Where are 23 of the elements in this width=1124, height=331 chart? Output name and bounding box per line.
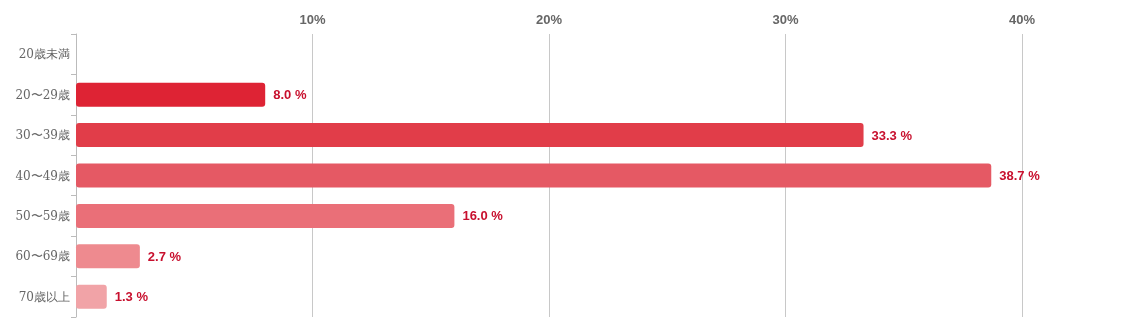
y-tick-label: 20歳未満 xyxy=(18,47,70,62)
data-label: 1.3 % xyxy=(114,289,149,305)
x-tick-label: 40% xyxy=(1008,12,1036,27)
bar xyxy=(76,203,455,228)
data-label: 8.0 % xyxy=(273,87,307,103)
y-tick-label: 40〜49歳 xyxy=(15,168,70,183)
bar xyxy=(76,163,992,188)
x-tick-label: 30% xyxy=(772,12,799,27)
bar xyxy=(76,244,140,269)
y-tick-label: 50〜59歳 xyxy=(15,208,70,223)
y-tick-label: 30〜39歳 xyxy=(15,128,70,143)
x-tick-label: 10% xyxy=(299,12,326,27)
bar xyxy=(76,284,107,309)
y-tick-label: 20〜29歳 xyxy=(15,87,70,102)
data-label: 16.0 % xyxy=(462,208,504,224)
y-tick-label: 60〜69歳 xyxy=(15,249,70,264)
data-label: 33.3 % xyxy=(871,127,913,143)
bar xyxy=(76,123,864,148)
x-tick-label: 20% xyxy=(535,12,563,27)
bar xyxy=(76,82,266,107)
data-label: 38.7 % xyxy=(999,168,1041,183)
data-label: 2.7 % xyxy=(147,248,182,264)
y-tick-label: 70歳以上 xyxy=(18,289,70,304)
